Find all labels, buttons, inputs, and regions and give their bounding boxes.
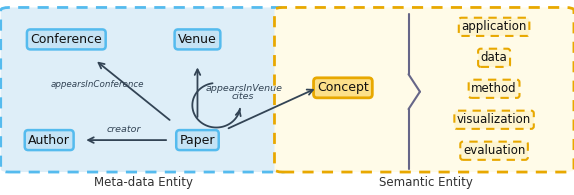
FancyBboxPatch shape [274,7,574,172]
Text: Venue: Venue [178,33,217,46]
Text: method: method [471,82,517,95]
Text: Meta-data Entity: Meta-data Entity [94,176,193,189]
Text: cites: cites [232,92,254,101]
Text: data: data [480,51,507,64]
Text: application: application [461,20,527,33]
Text: Author: Author [28,134,70,147]
Text: Conference: Conference [30,33,102,46]
FancyBboxPatch shape [1,7,289,172]
Text: Paper: Paper [180,134,215,147]
Text: Semantic Entity: Semantic Entity [379,176,472,189]
Text: creator: creator [106,125,141,134]
Text: evaluation: evaluation [463,144,525,157]
Text: appearsInConference: appearsInConference [51,80,145,90]
Text: appearsInVenue: appearsInVenue [206,84,283,93]
Text: visualization: visualization [457,113,531,126]
Text: Concept: Concept [317,81,369,94]
